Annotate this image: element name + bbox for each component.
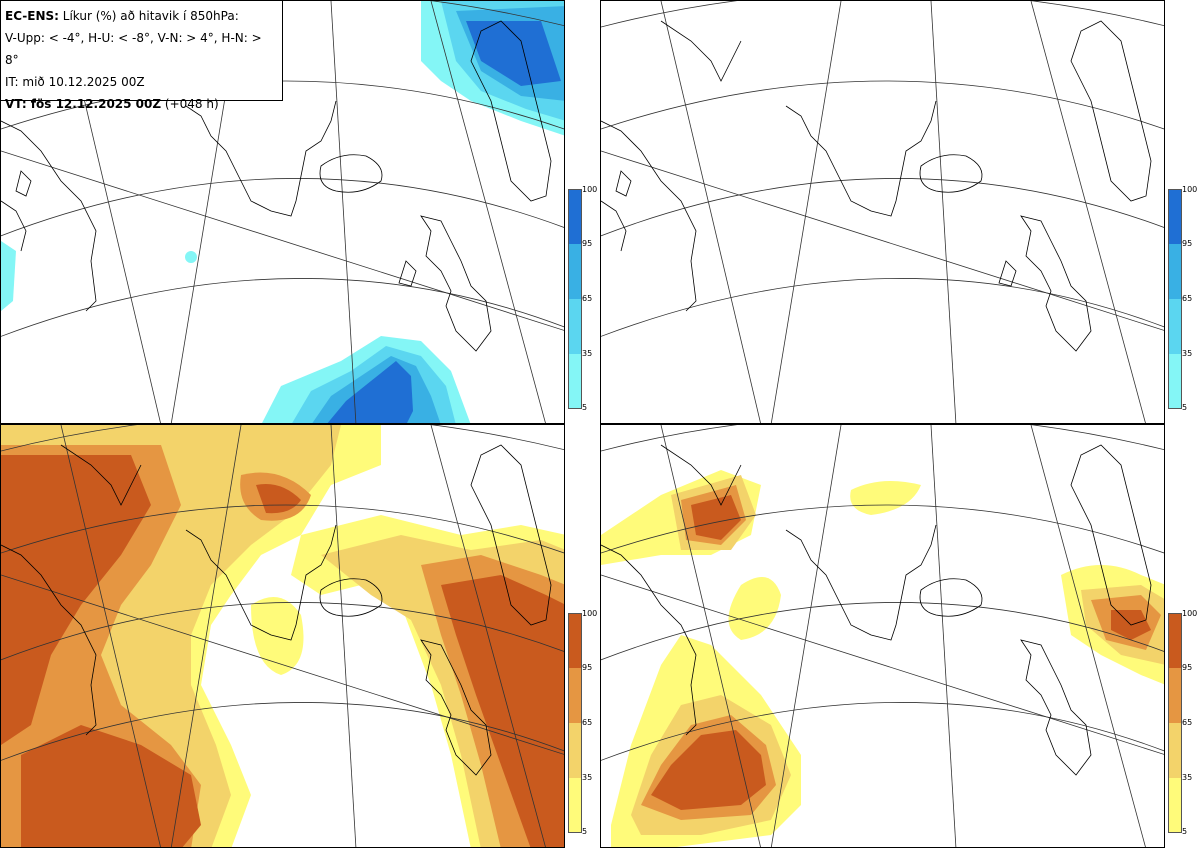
colorbar-tick: 65 — [1182, 718, 1193, 727]
map-cold-minus4 — [1, 1, 564, 423]
colorbar-tick: 100 — [1182, 609, 1198, 618]
colorbar-cold: 100 95 65 35 5 — [1168, 185, 1200, 412]
colorbar-tick: 35 — [1182, 773, 1193, 782]
colorbar-tick: 95 — [582, 239, 593, 248]
colorbar-tick: 35 — [1182, 349, 1193, 358]
colorbar-swatches — [568, 189, 582, 409]
colorbar-cold: 100 95 65 35 5 — [568, 185, 608, 412]
map-title-box: EC-ENS: Líkur (%) að hitavik í 850hPa: V… — [1, 1, 283, 111]
colorbar-tick: 100 — [582, 185, 598, 194]
colorbar-tick: 35 — [582, 773, 593, 782]
colorbar-swatches — [1168, 189, 1182, 409]
colorbar-tick: 65 — [1182, 294, 1193, 303]
graticule — [1, 425, 564, 847]
map-warm-plus8 — [601, 425, 1164, 847]
colorbar-tick: 95 — [1182, 239, 1193, 248]
prob-field — [1, 425, 564, 847]
colorbar-tick: 65 — [582, 294, 593, 303]
threshold-text: V-Upp: < -4°, H-U: < -8°, V-N: > 4°, H-N… — [5, 31, 262, 67]
map-cold-minus8 — [601, 1, 1164, 423]
coastlines — [1, 20, 552, 352]
map-panel-warm-plus4 — [0, 424, 565, 848]
colorbar-tick: 100 — [582, 609, 598, 618]
graticule — [601, 425, 1164, 847]
map-panel-cold-minus4: EC-ENS: Líkur (%) að hitavik í 850hPa: V… — [0, 0, 565, 424]
initial-time: IT: mið 10.12.2025 00Z — [5, 75, 145, 89]
colorbar-swatches — [1168, 613, 1182, 833]
colorbar-tick: 100 — [1182, 185, 1198, 194]
prob-field — [1, 1, 564, 423]
colorbar-tick: 5 — [582, 403, 588, 412]
graticule — [601, 1, 1164, 423]
colorbar-tick: 5 — [582, 827, 588, 836]
map-panel-warm-plus8 — [600, 424, 1165, 848]
lead-time: (+048 h) — [161, 97, 219, 111]
map-warm-plus4 — [1, 425, 564, 847]
coastlines — [601, 444, 1152, 776]
colorbar-tick: 65 — [582, 718, 593, 727]
coastlines — [1, 444, 552, 776]
colorbar-tick: 95 — [582, 663, 593, 672]
title-description: Líkur (%) að hitavik í 850hPa: — [58, 9, 239, 23]
colorbar-tick: 5 — [1182, 403, 1188, 412]
graticule — [1, 1, 564, 423]
model-name: EC-ENS: — [5, 9, 59, 23]
colorbar-warm: 100 95 65 35 5 — [568, 609, 608, 836]
colorbar-tick: 5 — [1182, 827, 1188, 836]
colorbar-swatches — [568, 613, 582, 833]
map-panel-cold-minus8 — [600, 0, 1165, 424]
colorbar-tick: 35 — [582, 349, 593, 358]
valid-time: VT: fös 12.12.2025 00Z — [5, 97, 162, 111]
prob-field — [601, 470, 1164, 847]
coastlines — [601, 20, 1152, 352]
colorbar-tick: 95 — [1182, 663, 1193, 672]
colorbar-warm: 100 95 65 35 5 — [1168, 609, 1200, 836]
